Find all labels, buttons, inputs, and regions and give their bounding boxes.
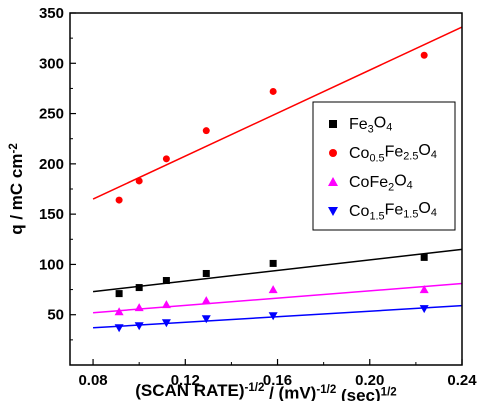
data-point-series-1 <box>202 269 210 277</box>
x-tick-label: 0.24 <box>447 372 477 389</box>
data-point-series-3 <box>161 300 171 309</box>
x-tick-label: 0.08 <box>78 372 107 389</box>
legend-label: Co0.5Fe2.5O4 <box>349 142 437 164</box>
legend-marker <box>328 207 338 216</box>
x-axis-title: (SCAN RATE)-1/2 / (mV)-1/2 (sec)1/2 <box>135 381 396 401</box>
legend-label: Fe3O4 <box>349 114 392 135</box>
data-point-series-2 <box>420 51 428 59</box>
y-tick-label: 100 <box>39 256 64 273</box>
data-point-series-2 <box>162 155 170 163</box>
fit-line-series-4 <box>93 304 463 329</box>
data-point-series-1 <box>420 253 428 261</box>
legend-label: Co1.5Fe1.5O4 <box>349 200 437 222</box>
data-point-series-1 <box>115 290 123 298</box>
data-point-series-2 <box>115 196 123 204</box>
data-points <box>114 51 429 333</box>
legend: Fe3O4 Co0.5Fe2.5O4 CoFe2O4 Co1.5Fe1.5O4 <box>312 101 456 231</box>
y-tick-label: 150 <box>39 206 64 223</box>
data-point-series-4 <box>161 319 171 328</box>
data-point-series-4 <box>134 322 144 331</box>
fit-line-series-3 <box>92 282 463 314</box>
data-point-series-3 <box>419 285 429 294</box>
data-point-series-4 <box>114 324 124 333</box>
x-tick-label: 0.20 <box>355 372 384 389</box>
data-point-series-3 <box>114 307 124 316</box>
data-point-series-3 <box>268 285 278 294</box>
fit-line-series-2 <box>92 26 463 200</box>
x-tick-label: 0.16 <box>263 372 292 389</box>
axis-ticks <box>70 12 463 365</box>
fit-lines <box>92 26 463 329</box>
data-point-series-3 <box>201 296 211 305</box>
legend-marker <box>329 149 337 157</box>
legend-label: CoFe2O4 <box>349 172 413 193</box>
data-point-series-4 <box>201 315 211 324</box>
data-point-series-2 <box>269 87 277 95</box>
y-tick-label: 300 <box>39 55 64 72</box>
data-point-series-1 <box>269 259 277 267</box>
data-point-series-4 <box>419 305 429 314</box>
tick-labels: 0.08 0.12 0.16 0.20 0.24 50 100 150 200 250 300 350 <box>39 5 477 389</box>
data-point-series-2 <box>202 127 210 135</box>
x-tick-label: 0.12 <box>171 372 200 389</box>
y-tick-label: 250 <box>39 106 64 123</box>
y-tick-label: 200 <box>39 156 64 173</box>
data-point-series-1 <box>135 284 143 292</box>
data-point-series-1 <box>162 277 170 285</box>
fit-line-series-1 <box>92 248 463 293</box>
legend-marker <box>328 177 338 186</box>
legend-marker <box>329 120 337 128</box>
y-axis-title: q / mC cm-2 <box>7 143 26 235</box>
data-point-series-3 <box>134 303 144 312</box>
y-tick-label: 350 <box>39 5 64 22</box>
data-point-series-4 <box>268 312 278 321</box>
data-point-series-2 <box>135 177 143 185</box>
y-tick-label: 50 <box>47 307 64 324</box>
